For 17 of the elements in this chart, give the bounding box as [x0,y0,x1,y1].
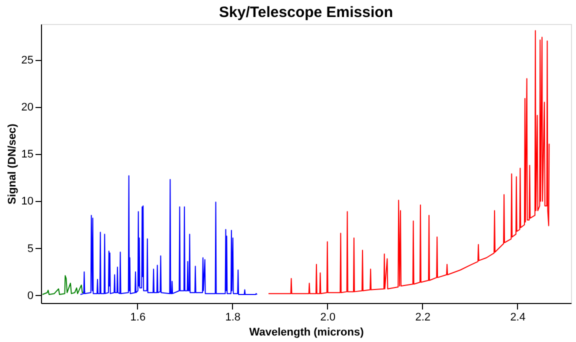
chart-title: Sky/Telescope Emission [219,4,393,21]
x-tick-label: 1.8 [225,312,241,324]
y-axis-title: Signal (DN/sec) [6,123,18,204]
y-tick-label: 15 [21,148,34,161]
y-tick-label: 10 [21,196,34,208]
line-series [268,30,550,294]
x-tick-label: 1.6 [130,312,146,324]
x-tick-label: 2.2 [415,312,430,324]
line-series [80,175,258,296]
y-tick-label: 5 [27,242,34,255]
x-tick-label: 2.4 [510,312,526,324]
line-series [42,275,86,296]
x-axis-title: Wavelength (microns) [249,326,364,338]
x-tick-label: 2.0 [320,312,336,324]
y-tick-label: 0 [27,290,34,302]
y-tick-label: 25 [21,54,34,66]
y-tick-label: 20 [21,101,34,114]
